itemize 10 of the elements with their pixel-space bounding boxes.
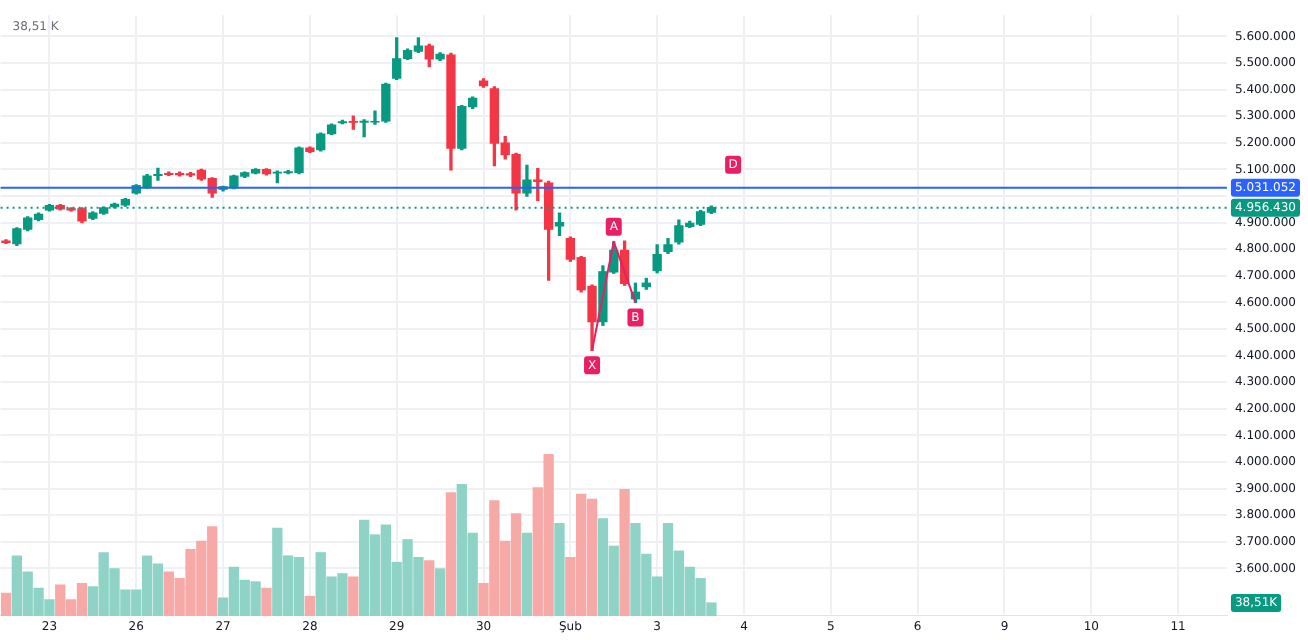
bar [521, 532, 533, 616]
bar [0, 592, 12, 616]
bar [619, 488, 630, 616]
bar [424, 559, 435, 616]
bar [304, 595, 316, 616]
bar [348, 576, 359, 616]
bar [445, 491, 457, 616]
bar [434, 567, 446, 616]
bar [261, 587, 272, 616]
bar [554, 522, 565, 616]
